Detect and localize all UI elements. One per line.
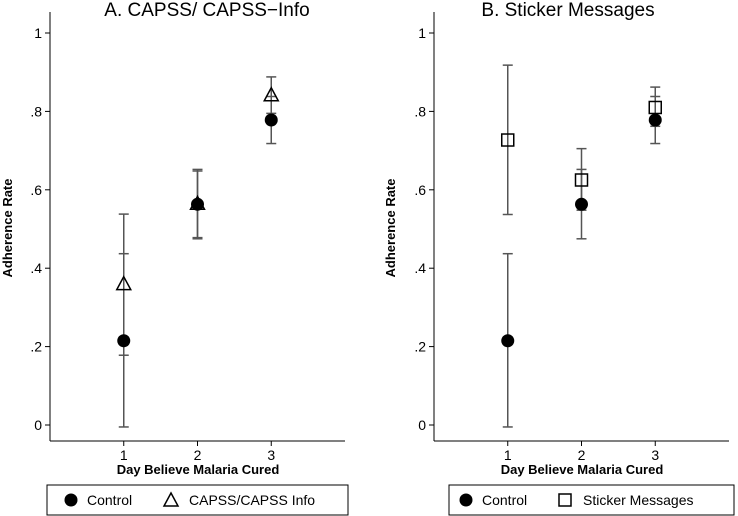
panel-a-legend-capss-marker (162, 491, 180, 507)
panel-a-title: A. CAPSS/ CAPSS−Info (104, 0, 309, 21)
panel-a-x-ticks: 1 2 3 (120, 441, 275, 463)
panel-b-x-tick-label-2: 3 (651, 447, 659, 463)
panel-a-y-ticks: 0 .2 .4 .6 .8 1 (30, 25, 50, 433)
panel-b-legend-sticker-label: Sticker Messages (583, 492, 693, 508)
panel-a-x-tick-label-1: 2 (194, 447, 202, 463)
panel-a-y-tick-label-1: .2 (30, 339, 42, 355)
panel-a-y-tick-label-2: .4 (30, 260, 42, 276)
panel-b: B. Sticker Messages Adherence Rate Day B… (383, 0, 735, 516)
panel-a: A. CAPSS/ CAPSS−Info Adherence Rate Day … (0, 0, 349, 516)
panel-a-y-tick-label-3: .6 (30, 182, 42, 198)
panel-a-legend-control-marker (64, 493, 78, 507)
panel-a-y-axis-label: Adherence Rate (0, 179, 15, 278)
panel-a-control-point-2 (264, 113, 278, 127)
panel-a-x-axis-label: Day Believe Malaria Cured (117, 462, 280, 477)
panel-b-legend-sticker-marker (558, 493, 572, 507)
panel-a-y-tick-label-5: 1 (34, 25, 42, 41)
panel-b-y-tick-label-4: .8 (414, 103, 426, 119)
panel-b-y-tick-label-2: .4 (414, 260, 426, 276)
panel-b-legend-box (448, 484, 735, 516)
panel-b-y-axis-label: Adherence Rate (383, 179, 398, 278)
panel-a-capss-capss-info-point-0 (115, 275, 133, 291)
panel-b-y-tick-label-3: .6 (414, 182, 426, 198)
panel-b-sticker-messages-point-2 (648, 100, 662, 115)
panel-a-legend: Control CAPSS/CAPSS Info (46, 484, 349, 516)
panel-b-y-tick-label-5: 1 (418, 25, 426, 41)
panel-b-x-axis-label: Day Believe Malaria Cured (501, 462, 664, 477)
panel-b-x-tick-label-0: 1 (504, 447, 512, 463)
panel-a-y-tick-label-0: 0 (34, 417, 42, 433)
panel-b-x-tick-label-1: 2 (578, 447, 586, 463)
panel-b-y-tick-label-1: .2 (414, 339, 426, 355)
panel-b-sticker-messages-point-1 (574, 173, 589, 187)
panel-a-y-tick-label-4: .8 (30, 103, 42, 119)
panel-b-marks (501, 64, 662, 428)
panel-b-sticker-messages-point-0 (501, 133, 515, 147)
panel-b-y-ticks: 0 .2 .4 .6 .8 1 (414, 25, 434, 433)
panel-a-capss-capss-info-point-2 (262, 86, 280, 102)
panel-b-legend-control-label: Control (482, 492, 527, 508)
panel-a-legend-box (46, 484, 349, 516)
panel-a-capss-capss-info-point-1 (189, 194, 206, 211)
panel-b-control-point-1 (575, 197, 588, 211)
panel-b-y-tick-label-0: 0 (418, 417, 426, 433)
panel-b-title: B. Sticker Messages (481, 0, 654, 21)
panel-b-legend: Control Sticker Messages (448, 484, 735, 516)
panel-b-control-point-0 (501, 334, 515, 348)
panel-a-control-point-0 (117, 334, 131, 348)
panel-a-x-tick-label-0: 1 (120, 447, 128, 463)
panel-b-x-ticks: 1 2 3 (504, 441, 659, 463)
panel-a-marks (115, 76, 280, 428)
panel-a-legend-control-label: Control (87, 492, 132, 508)
panel-a-x-tick-label-2: 3 (267, 447, 275, 463)
panel-b-control-point-2 (648, 113, 662, 127)
panel-a-legend-capss-label: CAPSS/CAPSS Info (189, 492, 315, 508)
panel-b-legend-control-marker (459, 493, 473, 507)
